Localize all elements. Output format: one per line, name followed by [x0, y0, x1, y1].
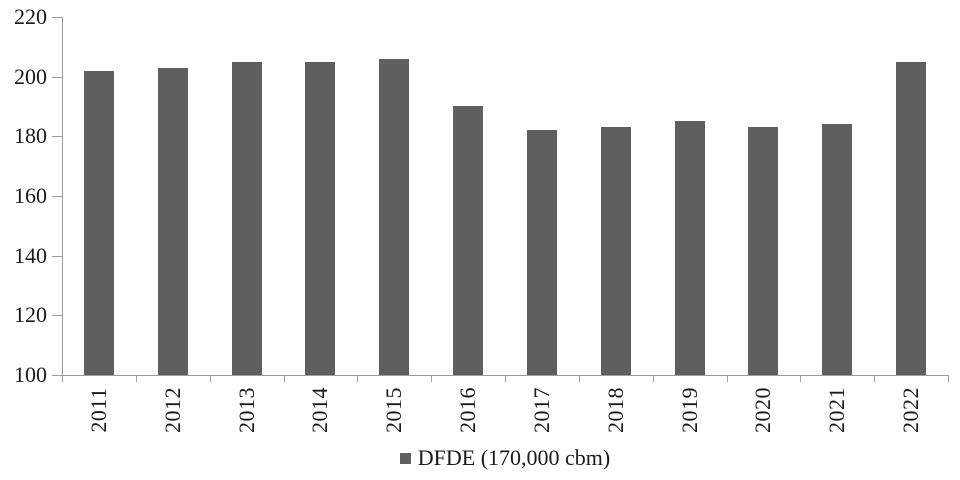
- x-tick: [727, 376, 728, 382]
- bar: [158, 68, 188, 375]
- y-tick-label: 100: [14, 362, 47, 387]
- x-tick-label: 2012: [160, 387, 185, 433]
- y-tick: [52, 136, 62, 137]
- y-axis-line: [62, 17, 63, 376]
- x-tick-label: 2022: [898, 387, 923, 433]
- bar: [748, 127, 778, 375]
- x-tick-label: 2014: [307, 387, 332, 433]
- x-tick: [210, 376, 211, 382]
- bar: [305, 62, 335, 375]
- y-tick-label: 160: [14, 183, 47, 208]
- x-tick: [800, 376, 801, 382]
- x-tick: [284, 376, 285, 382]
- bar: [822, 124, 852, 375]
- x-tick-label: 2019: [677, 387, 702, 433]
- x-tick-label: 2021: [824, 387, 849, 433]
- bar: [896, 62, 926, 375]
- x-tick: [431, 376, 432, 382]
- legend-marker-icon: [399, 452, 411, 464]
- bar: [453, 106, 483, 375]
- y-tick: [52, 256, 62, 257]
- x-tick-label: 2013: [234, 387, 259, 433]
- x-tick-label: 2017: [529, 387, 554, 433]
- bar: [527, 130, 557, 375]
- y-tick-label: 200: [14, 64, 47, 89]
- x-tick-label: 2020: [750, 387, 775, 433]
- x-tick: [579, 376, 580, 382]
- x-tick-label: 2015: [381, 387, 406, 433]
- bar: [232, 62, 262, 375]
- bar: [379, 59, 409, 375]
- x-tick: [136, 376, 137, 382]
- y-tick: [52, 77, 62, 78]
- y-tick: [52, 315, 62, 316]
- x-tick: [505, 376, 506, 382]
- bar: [601, 127, 631, 375]
- bar: [84, 71, 114, 375]
- x-tick: [874, 376, 875, 382]
- x-tick-label: 2018: [603, 387, 628, 433]
- legend-label: DFDE (170,000 cbm): [417, 445, 611, 470]
- y-tick-label: 140: [14, 243, 47, 268]
- x-axis-line: [62, 375, 949, 376]
- x-tick: [357, 376, 358, 382]
- y-tick: [52, 196, 62, 197]
- x-tick: [948, 376, 949, 382]
- y-tick-label: 220: [14, 4, 47, 29]
- x-tick: [62, 376, 63, 382]
- bar: [675, 121, 705, 375]
- x-tick-label: 2016: [455, 387, 480, 433]
- y-tick: [52, 375, 62, 376]
- x-tick-label: 2011: [86, 387, 111, 433]
- y-tick: [52, 17, 62, 18]
- y-tick-label: 120: [14, 302, 47, 327]
- legend: DFDE (170,000 cbm): [62, 445, 948, 471]
- x-tick: [653, 376, 654, 382]
- y-tick-label: 180: [14, 123, 47, 148]
